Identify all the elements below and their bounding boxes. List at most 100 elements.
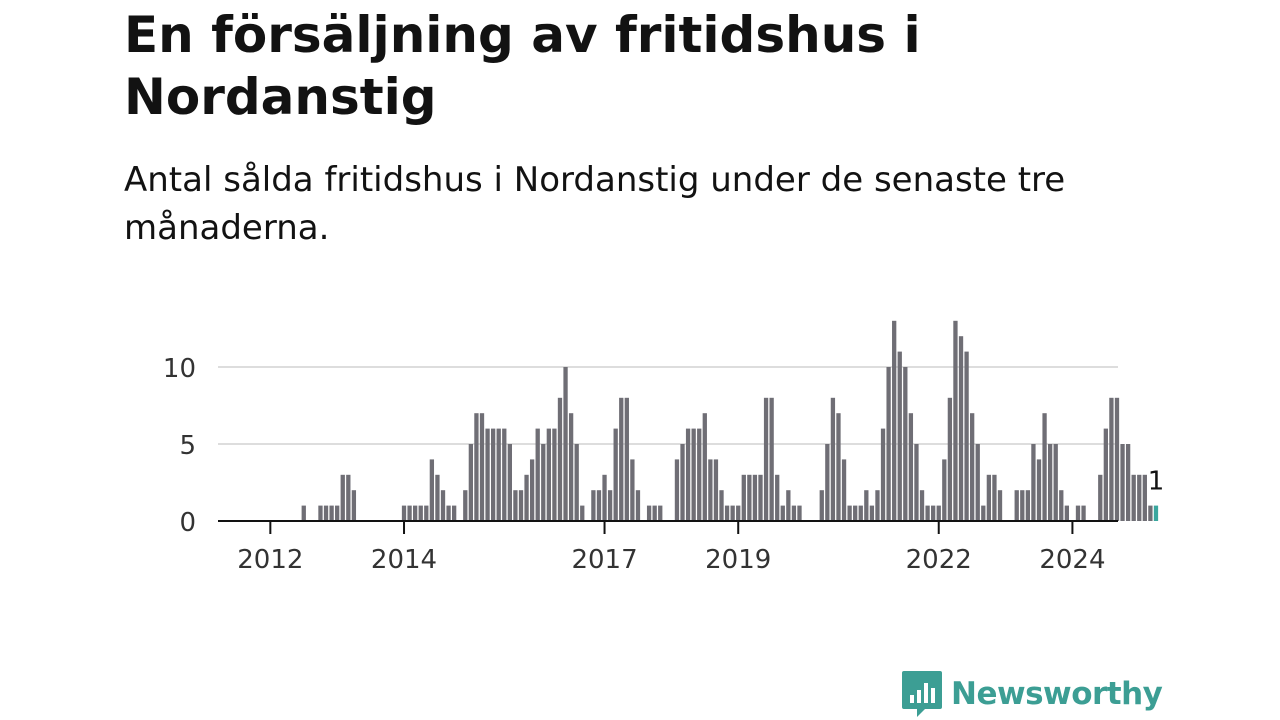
bar [1036, 459, 1042, 521]
bar [340, 474, 345, 521]
bar [708, 459, 713, 521]
bar [769, 397, 774, 521]
bar [1053, 444, 1058, 521]
bar [702, 413, 707, 521]
bar [652, 505, 657, 521]
bar [697, 428, 702, 521]
bar [468, 444, 474, 521]
bar [596, 490, 602, 521]
newsworthy-logo: Newsworthy [901, 668, 1163, 720]
bar [780, 505, 785, 521]
bar [429, 459, 435, 521]
x-axis: 2012 2014 2017 2019 2022 2024 [218, 520, 1118, 575]
bar [997, 490, 1003, 521]
bar [1059, 490, 1064, 521]
bar [329, 505, 334, 521]
x-tick-label: 2014 [371, 545, 437, 575]
bar [986, 474, 992, 521]
bar [435, 474, 440, 521]
bar [635, 490, 641, 521]
x-tick-label: 2022 [906, 545, 972, 575]
bar [685, 428, 691, 521]
bar [892, 320, 897, 521]
bar [931, 505, 936, 521]
bar [919, 490, 925, 521]
bar [552, 428, 557, 521]
bar [947, 397, 953, 521]
bar [546, 428, 551, 521]
x-tick-label: 2017 [571, 545, 637, 575]
bar [875, 490, 880, 521]
bar [1098, 474, 1103, 521]
bar-chart: 0 5 10 2012 2014 2017 2019 2022 2024 1 [163, 320, 1164, 575]
bar [574, 444, 579, 521]
bar [853, 505, 858, 521]
bar [791, 505, 797, 521]
bar [680, 444, 685, 521]
bar [1081, 505, 1086, 521]
bar [446, 505, 451, 521]
bar [1075, 505, 1081, 521]
bar-latest [1153, 505, 1159, 521]
bar [747, 474, 752, 521]
bar [463, 490, 468, 521]
bar [479, 413, 485, 521]
bar [869, 505, 875, 521]
grid-lines [218, 366, 1118, 445]
bar [602, 474, 607, 521]
bar [413, 505, 418, 521]
bar [351, 490, 357, 521]
bar [440, 490, 446, 521]
bar [713, 459, 719, 521]
bar [1103, 428, 1108, 521]
bar [624, 397, 629, 521]
x-tick-label: 2019 [705, 545, 771, 575]
bar [992, 474, 997, 521]
bar [658, 505, 663, 521]
bar [775, 474, 780, 521]
bar [1064, 505, 1069, 521]
bar [346, 474, 351, 521]
bar [518, 490, 524, 521]
bar [1109, 397, 1114, 521]
bar [836, 413, 841, 521]
bar [752, 474, 758, 521]
bar [786, 490, 791, 521]
bar [908, 413, 914, 521]
bar [424, 505, 429, 521]
bar [1148, 505, 1153, 521]
bar [1047, 444, 1053, 521]
x-tick-label: 2024 [1039, 545, 1105, 575]
bar [964, 351, 969, 521]
bar [970, 413, 975, 521]
bar [452, 505, 457, 521]
bar [535, 428, 540, 521]
bar [1025, 490, 1031, 521]
bar [847, 505, 852, 521]
bar [858, 505, 863, 521]
bar [797, 505, 802, 521]
bar [502, 428, 507, 521]
bar [580, 505, 585, 521]
bar [474, 413, 479, 521]
bar [763, 397, 769, 521]
bar [563, 367, 568, 521]
bar [830, 397, 836, 521]
bar [541, 444, 546, 521]
bar [925, 505, 930, 521]
bar [1125, 444, 1131, 521]
chart-subtitle: Antal sålda fritidshus i Nordanstig unde… [124, 160, 1066, 248]
bar [719, 490, 724, 521]
bar [674, 459, 680, 521]
y-tick-label: 5 [179, 431, 196, 461]
bar [630, 459, 635, 521]
bar [607, 490, 613, 521]
bar [953, 320, 958, 521]
bar [936, 505, 941, 521]
bar [897, 351, 902, 521]
bar [1042, 413, 1047, 521]
bar [880, 428, 886, 521]
bar [407, 505, 412, 521]
bar [975, 444, 980, 521]
y-tick-label: 10 [163, 354, 196, 384]
